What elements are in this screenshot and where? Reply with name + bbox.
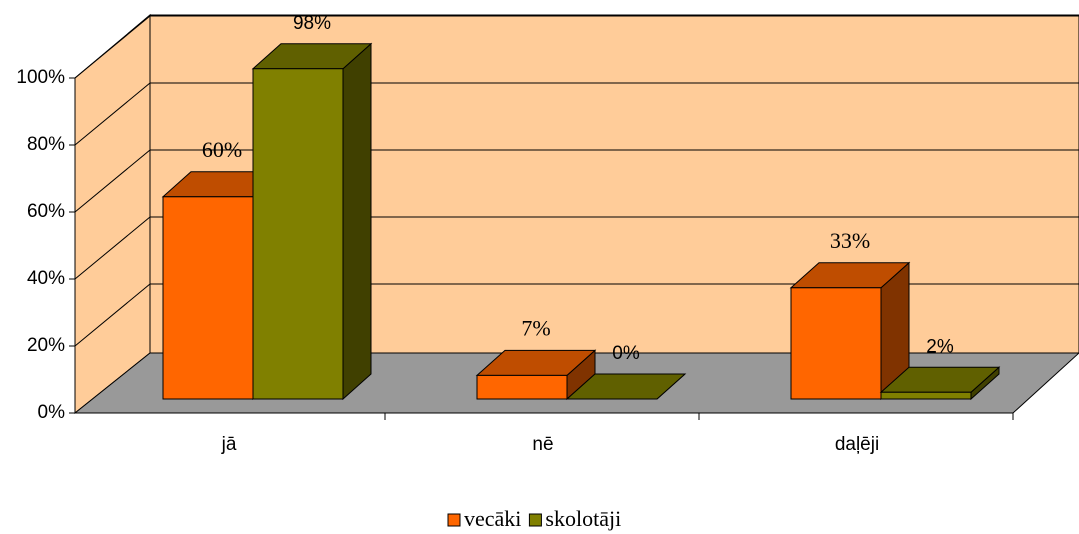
bar [251,42,373,401]
bar-front [476,374,568,400]
legend-swatch [447,513,461,527]
bar [789,261,911,401]
x-tick-label: nē [532,434,553,455]
legend-swatch [528,513,542,527]
bar [565,373,687,400]
grid-line [74,149,1079,213]
bar-front [162,196,254,400]
value-label: 33% [830,228,870,253]
side-wall [74,13,151,415]
bar-front [252,68,344,400]
legend-label: vecāki [464,506,521,531]
grid-line [74,15,1079,79]
grid-line [74,283,1079,347]
bar-top [565,373,687,400]
legend-label: skolotāji [545,506,621,531]
grid-line [74,82,1079,146]
y-tick-label: 100% [16,67,65,88]
value-label: 7% [521,315,550,340]
y-tick-label: 20% [27,335,65,356]
y-tick-label: 60% [27,201,65,222]
bar-front [880,391,972,400]
x-tick-label: daļēji [835,434,879,455]
value-label: 60% [202,137,242,162]
bar-front [790,287,882,400]
bar-side [342,42,372,401]
grid-line [74,216,1079,280]
bar [879,366,1001,401]
value-label: 98% [293,13,331,34]
value-label: 2% [926,336,954,357]
bar [475,349,597,401]
value-label: 0% [612,343,640,364]
x-tick-label: jā [221,434,237,455]
y-tick-label: 40% [27,268,65,289]
y-tick-label: 0% [38,402,66,423]
y-tick-label: 80% [27,134,65,155]
